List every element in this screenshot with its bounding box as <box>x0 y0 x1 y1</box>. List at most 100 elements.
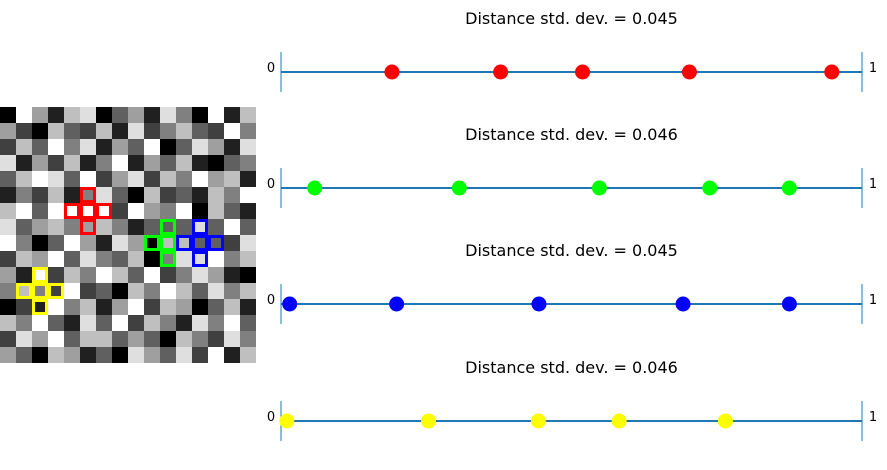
pixel-cell <box>240 219 256 235</box>
cross-outline <box>16 267 64 315</box>
pixel-cell <box>112 347 128 363</box>
pixel-cell <box>176 299 192 315</box>
pixel-cell <box>112 315 128 331</box>
pixel-cell <box>128 347 144 363</box>
start-label: 0 <box>267 61 275 76</box>
pixel-cell <box>64 107 80 123</box>
pixel-cell <box>160 203 176 219</box>
pixel-cell <box>0 139 16 155</box>
pixel-cell <box>208 331 224 347</box>
pixel-cell <box>80 251 96 267</box>
pixel-cell <box>224 219 240 235</box>
pixel-cell <box>0 187 16 203</box>
cross-cell <box>80 187 96 203</box>
pixel-cell <box>112 187 128 203</box>
pixel-cell <box>176 171 192 187</box>
pixel-cell <box>144 139 160 155</box>
pixel-cell <box>32 331 48 347</box>
cross-cell <box>32 267 48 283</box>
pixel-cell <box>128 315 144 331</box>
pixel-cell <box>0 299 16 315</box>
data-point <box>575 64 591 80</box>
pixel-cell <box>224 347 240 363</box>
pixel-cell <box>240 107 256 123</box>
pixel-cell <box>16 187 32 203</box>
pixel-cell <box>240 331 256 347</box>
pixel-cell <box>0 315 16 331</box>
pixel-cell <box>64 267 80 283</box>
pixel-cell <box>0 251 16 267</box>
pixel-cell <box>128 299 144 315</box>
pixel-cell <box>80 347 96 363</box>
pixel-cell <box>240 251 256 267</box>
pixel-cell <box>208 139 224 155</box>
pixel-cell <box>48 187 64 203</box>
pixel-cell <box>176 187 192 203</box>
pixel-cell <box>64 251 80 267</box>
pixel-cell <box>112 235 128 251</box>
pixel-cell <box>192 123 208 139</box>
pixel-cell <box>192 315 208 331</box>
pixel-cell <box>144 315 160 331</box>
pixel-cell <box>144 267 160 283</box>
pixel-cell <box>64 235 80 251</box>
number-line-panel: Distance std. dev. = 0.046 0 1 <box>267 125 877 208</box>
data-point <box>531 296 547 312</box>
pixel-cell <box>224 123 240 139</box>
pixel-cell <box>176 203 192 219</box>
pixel-cell <box>208 251 224 267</box>
pixel-cell <box>32 219 48 235</box>
pixel-cell <box>0 123 16 139</box>
pixel-cell <box>240 347 256 363</box>
pixel-cell <box>128 123 144 139</box>
pixel-cell <box>32 187 48 203</box>
start-label: 0 <box>267 410 275 425</box>
pixel-cell <box>112 267 128 283</box>
pixel-cell <box>0 267 16 283</box>
cross-cell <box>80 203 96 219</box>
pixel-cell <box>16 315 32 331</box>
data-point <box>389 296 405 312</box>
pixel-cell <box>176 251 192 267</box>
pixel-cell <box>176 155 192 171</box>
pixel-cell <box>48 331 64 347</box>
pixel-cell <box>224 235 240 251</box>
pixel-cell <box>176 219 192 235</box>
pixel-cell <box>64 331 80 347</box>
pixel-cell <box>96 347 112 363</box>
pixel-cell <box>112 331 128 347</box>
data-point <box>530 413 546 429</box>
pixel-cell <box>80 331 96 347</box>
cross-cell <box>80 219 96 235</box>
pixel-cell <box>160 331 176 347</box>
pixel-cell <box>80 315 96 331</box>
pixel-cell <box>112 139 128 155</box>
cross-cell <box>160 219 176 235</box>
panel-title: Distance std. dev. = 0.045 <box>465 9 678 28</box>
pixel-cell <box>208 347 224 363</box>
pixel-cell <box>128 235 144 251</box>
pixel-cell <box>48 107 64 123</box>
pixel-cell <box>96 315 112 331</box>
pixel-cell <box>192 331 208 347</box>
data-point <box>781 180 797 196</box>
pixel-cell <box>80 267 96 283</box>
pixel-cell <box>208 315 224 331</box>
pixel-cell <box>144 155 160 171</box>
pixel-cell <box>128 107 144 123</box>
pixel-cell <box>176 107 192 123</box>
pixel-cell <box>224 107 240 123</box>
cross-outline <box>176 219 224 267</box>
end-label: 1 <box>869 177 877 192</box>
pixel-cell <box>16 219 32 235</box>
pixel-cell <box>128 219 144 235</box>
data-point <box>282 296 298 312</box>
end-label: 1 <box>869 293 877 308</box>
pixel-cell <box>208 283 224 299</box>
pixel-cell <box>144 203 160 219</box>
pixel-cell <box>48 123 64 139</box>
pixel-cell <box>208 299 224 315</box>
pixel-cell <box>96 107 112 123</box>
pixel-cell <box>96 331 112 347</box>
pixel-cell <box>80 139 96 155</box>
